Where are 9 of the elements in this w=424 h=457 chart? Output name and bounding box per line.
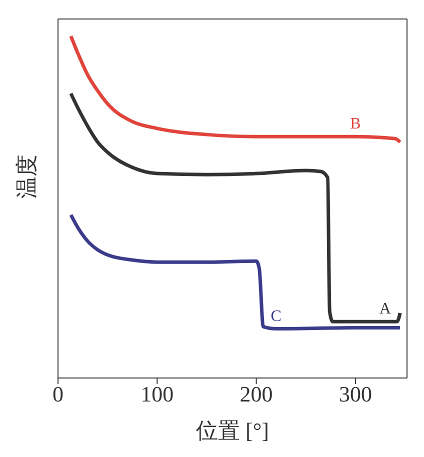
series-label: C (270, 308, 282, 325)
y-axis-title: 温度 (14, 154, 39, 198)
x-tick-label: 0 (52, 382, 64, 407)
x-tick-label: 100 (140, 382, 174, 407)
series-label: B (350, 116, 361, 133)
x-axis-title: 位置 [°] (196, 418, 269, 443)
x-tick-label: 200 (240, 382, 273, 407)
x-tick-label: 300 (338, 382, 372, 407)
series-label: A (379, 300, 392, 318)
